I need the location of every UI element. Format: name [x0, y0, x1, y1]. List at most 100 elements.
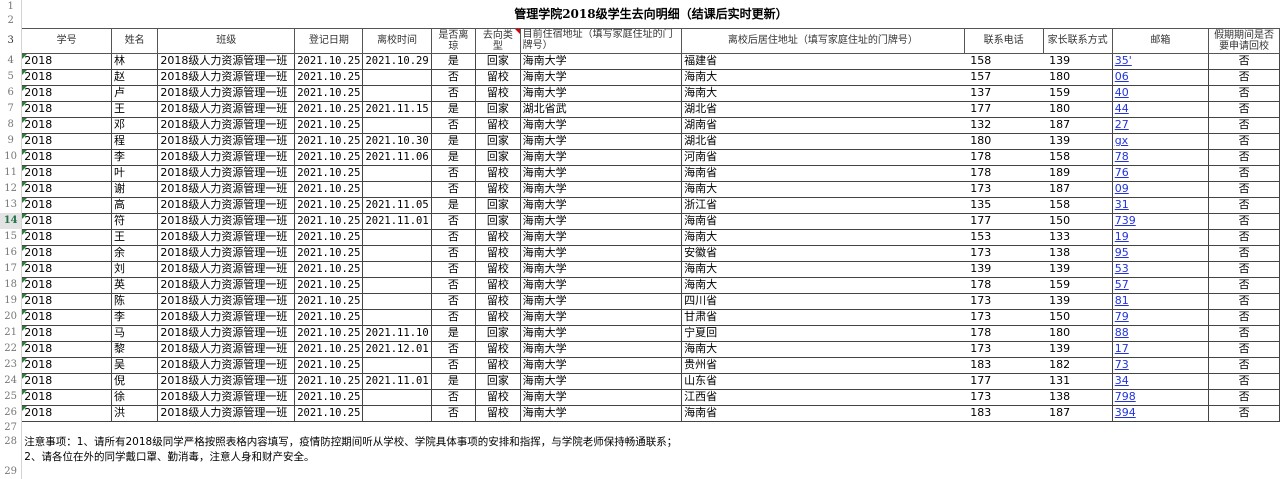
cell-email[interactable]: 78 — [1111, 149, 1209, 166]
cell-current-address[interactable]: 海南大学 — [519, 196, 683, 214]
header-email[interactable]: 邮箱 — [1111, 27, 1210, 54]
cell-left-hainan[interactable]: 否 — [430, 276, 477, 294]
cell-class[interactable]: 2018级人力资源管理一班 — [157, 68, 296, 86]
cell-class[interactable]: 2018级人力资源管理一班 — [157, 292, 296, 310]
cell-email[interactable]: 19 — [1111, 229, 1209, 246]
cell-register-date[interactable]: 2021.10.25 — [294, 116, 364, 134]
cell-left-hainan[interactable]: 否 — [430, 244, 477, 262]
cell-class[interactable]: 2018级人力资源管理一班 — [157, 276, 296, 294]
cell-class[interactable]: 2018级人力资源管理一班 — [157, 404, 296, 422]
cell-email[interactable]: 17 — [1111, 341, 1209, 358]
cell-return-request[interactable]: 否 — [1208, 132, 1280, 150]
cell-register-date[interactable]: 2021.10.25 — [294, 260, 364, 278]
cell-class[interactable]: 2018级人力资源管理一班 — [157, 148, 296, 166]
cell-left-hainan[interactable]: 否 — [430, 116, 477, 134]
cell-return-request[interactable]: 否 — [1208, 372, 1280, 390]
cell-parent-contact[interactable]: 139 — [1043, 133, 1113, 150]
cell-return-request[interactable]: 否 — [1208, 388, 1280, 406]
cell-leave-date[interactable] — [362, 116, 432, 134]
cell-home-address[interactable]: 山东省 — [681, 373, 965, 390]
cell-name[interactable]: 洪 — [111, 404, 159, 422]
cell-current-address[interactable]: 海南大学 — [519, 324, 683, 342]
cell-class[interactable]: 2018级人力资源管理一班 — [157, 308, 296, 326]
cell-parent-contact[interactable]: 159 — [1043, 277, 1113, 294]
cell-left-hainan[interactable]: 否 — [430, 84, 477, 102]
cell-register-date[interactable]: 2021.10.25 — [294, 276, 364, 294]
cell-parent-contact[interactable]: 158 — [1043, 197, 1113, 214]
cell-left-hainan[interactable]: 否 — [430, 228, 477, 246]
cell-leave-date[interactable]: 2021.11.10 — [362, 324, 432, 342]
cell-home-address[interactable]: 海南大 — [681, 261, 965, 278]
cell-phone[interactable]: 178 — [964, 277, 1044, 294]
cell-leave-date[interactable]: 2021.10.29 — [362, 52, 432, 70]
cell-student-id[interactable]: 2018 — [21, 325, 112, 342]
cell-parent-contact[interactable]: 159 — [1043, 85, 1113, 102]
cell-home-address[interactable]: 安徽省 — [681, 245, 965, 262]
cell-phone[interactable]: 178 — [964, 325, 1044, 342]
cell-parent-contact[interactable]: 139 — [1043, 293, 1113, 310]
cell-home-address[interactable]: 海南大 — [681, 85, 965, 102]
cell-phone[interactable]: 173 — [964, 245, 1044, 262]
cell-return-request[interactable]: 否 — [1208, 212, 1280, 230]
cell-email[interactable]: 44 — [1111, 101, 1209, 118]
cell-return-request[interactable]: 否 — [1208, 68, 1280, 86]
row-header[interactable]: 10 — [0, 149, 23, 165]
cell-register-date[interactable]: 2021.10.25 — [294, 52, 364, 70]
cell-register-date[interactable]: 2021.10.25 — [294, 132, 364, 150]
cell-left-hainan[interactable]: 否 — [430, 164, 477, 182]
cell-return-request[interactable]: 否 — [1208, 228, 1280, 246]
empty-cell[interactable] — [22, 421, 1280, 435]
cell-left-hainan[interactable]: 否 — [430, 260, 477, 278]
notes-cell[interactable]: 注意事项：1、请所有2018级同学严格按照表格内容填写，疫情防控期间听从学校、学… — [22, 435, 1280, 465]
cell-destination-type[interactable]: 留校 — [475, 116, 521, 134]
cell-return-request[interactable]: 否 — [1208, 164, 1280, 182]
cell-return-request[interactable]: 否 — [1208, 404, 1280, 422]
cell-left-hainan[interactable]: 是 — [430, 52, 477, 70]
cell-parent-contact[interactable]: 139 — [1043, 261, 1113, 278]
cell-register-date[interactable]: 2021.10.25 — [294, 388, 364, 406]
cell-current-address[interactable]: 海南大学 — [519, 260, 683, 278]
cell-student-id[interactable]: 2018 — [21, 277, 112, 294]
cell-return-request[interactable]: 否 — [1208, 244, 1280, 262]
cell-name[interactable]: 吴 — [111, 356, 159, 374]
cell-email[interactable]: 79 — [1111, 309, 1209, 326]
cell-parent-contact[interactable]: 138 — [1043, 389, 1113, 406]
header-name[interactable]: 姓名 — [111, 27, 159, 54]
cell-current-address[interactable]: 海南大学 — [519, 52, 683, 70]
cell-leave-date[interactable]: 2021.10.30 — [362, 132, 432, 150]
cell-email[interactable]: 53 — [1111, 261, 1209, 278]
cell-parent-contact[interactable]: 139 — [1043, 53, 1113, 70]
cell-leave-date[interactable] — [362, 260, 432, 278]
header-return-request[interactable]: 假期期间是否要申请回校 — [1208, 27, 1280, 54]
cell-parent-contact[interactable]: 187 — [1043, 181, 1113, 198]
cell-home-address[interactable]: 四川省 — [681, 293, 965, 310]
cell-name[interactable]: 马 — [111, 324, 159, 342]
cell-register-date[interactable]: 2021.10.25 — [294, 148, 364, 166]
cell-class[interactable]: 2018级人力资源管理一班 — [157, 244, 296, 262]
row-header[interactable]: 28 — [0, 435, 23, 465]
cell-parent-contact[interactable]: 158 — [1043, 149, 1113, 166]
cell-return-request[interactable]: 否 — [1208, 100, 1280, 118]
row-header[interactable]: 15 — [0, 229, 23, 245]
cell-current-address[interactable]: 海南大学 — [519, 116, 683, 134]
row-header[interactable]: 9 — [0, 133, 23, 149]
header-destination-type[interactable]: 去向类型 — [475, 27, 521, 54]
cell-home-address[interactable]: 福建省 — [681, 53, 965, 70]
cell-name[interactable]: 王 — [111, 100, 159, 118]
cell-name[interactable]: 王 — [111, 228, 159, 246]
cell-name[interactable]: 倪 — [111, 372, 159, 390]
cell-email[interactable]: gx — [1111, 133, 1209, 150]
cell-phone[interactable]: 157 — [964, 69, 1044, 86]
row-header[interactable]: 8 — [0, 117, 23, 133]
row-header[interactable]: 4 — [0, 53, 23, 69]
cell-return-request[interactable]: 否 — [1208, 260, 1280, 278]
cell-phone[interactable]: 132 — [964, 117, 1044, 134]
cell-home-address[interactable]: 浙江省 — [681, 197, 965, 214]
empty-cell[interactable] — [22, 465, 1280, 479]
cell-leave-date[interactable] — [362, 292, 432, 310]
cell-student-id[interactable]: 2018 — [21, 341, 112, 358]
header-phone[interactable]: 联系电话 — [963, 27, 1044, 54]
cell-phone[interactable]: 173 — [964, 341, 1044, 358]
cell-leave-date[interactable] — [362, 356, 432, 374]
row-header[interactable]: 14 — [0, 213, 23, 229]
